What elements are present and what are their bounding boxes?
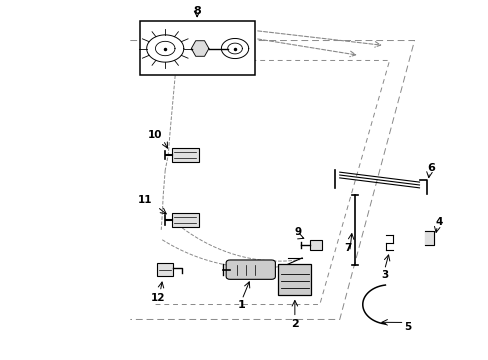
Text: 8: 8 xyxy=(193,6,201,15)
Bar xyxy=(278,264,311,295)
Text: 7: 7 xyxy=(344,243,351,253)
Text: 5: 5 xyxy=(403,323,410,332)
Text: 11: 11 xyxy=(138,195,152,205)
Bar xyxy=(309,240,321,250)
Bar xyxy=(171,213,198,227)
Bar xyxy=(171,148,198,162)
Text: 12: 12 xyxy=(151,293,165,302)
Bar xyxy=(157,263,173,276)
Polygon shape xyxy=(191,41,208,56)
Polygon shape xyxy=(424,231,433,245)
Text: 6: 6 xyxy=(427,163,434,173)
Text: 1: 1 xyxy=(238,300,245,310)
Text: 3: 3 xyxy=(380,270,387,280)
Text: 10: 10 xyxy=(148,130,162,140)
Text: 2: 2 xyxy=(290,319,298,329)
Text: 9: 9 xyxy=(294,227,301,237)
Text: 4: 4 xyxy=(435,217,442,227)
Bar xyxy=(140,21,254,75)
FancyBboxPatch shape xyxy=(225,260,275,279)
